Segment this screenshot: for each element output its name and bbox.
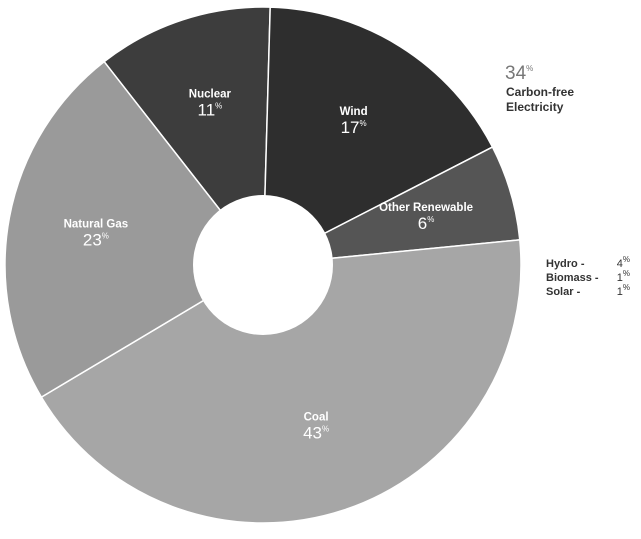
breakdown-biomass-label: Biomass - xyxy=(546,272,599,284)
slice-label-nuclear: Nuclear xyxy=(189,89,232,101)
slice-label-natural-gas: Natural Gas xyxy=(64,219,129,231)
slice-value-nuclear: 11% xyxy=(198,101,223,120)
renewable-breakdown: Hydro - 4% Biomass - 1% Solar - 1% xyxy=(546,255,630,298)
breakdown-solar-label: Solar - xyxy=(546,286,581,298)
breakdown-hydro-value: 4% xyxy=(617,255,630,270)
slice-natural-gas xyxy=(4,60,265,399)
slice-label-other-renewable: Other Renewable xyxy=(379,202,473,214)
slice-coal xyxy=(40,239,522,524)
carbon-free-annotation: 34% Carbon-free Electricity xyxy=(505,63,574,114)
breakdown-hydro-label: Hydro - xyxy=(546,258,585,270)
breakdown-solar-value: 1% xyxy=(617,283,630,298)
breakdown-biomass-value: 1% xyxy=(617,269,630,284)
slice-label-coal: Coal xyxy=(304,412,329,424)
slice-value-coal: 43% xyxy=(303,424,329,443)
slice-label-wind: Wind xyxy=(340,106,368,118)
slice-nuclear xyxy=(103,6,271,268)
slice-wind xyxy=(262,6,494,267)
slice-value-wind: 17% xyxy=(341,118,367,137)
carbon-free-label-line1: Carbon-free xyxy=(506,85,574,99)
slice-value-other-renewable: 6% xyxy=(418,214,435,233)
carbon-free-label-line2: Electricity xyxy=(506,100,564,114)
slice-value-natural-gas: 23% xyxy=(83,231,109,250)
chart-slices xyxy=(4,6,522,524)
carbon-free-value: 34% xyxy=(505,63,533,84)
donut-hole xyxy=(193,195,333,335)
